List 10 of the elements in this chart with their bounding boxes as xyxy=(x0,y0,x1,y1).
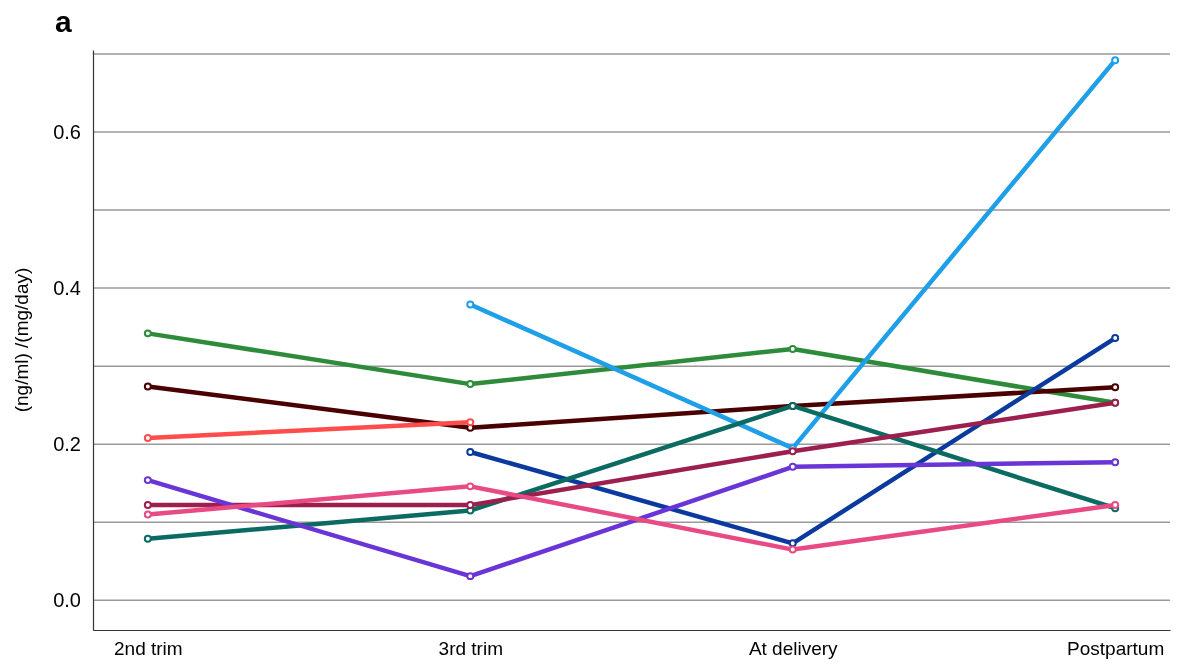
x-tick-label: At delivery xyxy=(748,638,839,660)
y-tick-label: 0.4 xyxy=(53,276,81,299)
x-tick-label: 2nd trim xyxy=(114,638,183,660)
y-tick-label: 0.0 xyxy=(53,589,81,612)
x-tick-label: 3rd trim xyxy=(438,638,503,660)
y-tick-label: 0.6 xyxy=(53,120,81,143)
chart-title: a xyxy=(55,5,72,38)
y-tick-label: 0.2 xyxy=(53,433,81,456)
y-axis-title: (ng/ml) /(mg/day) xyxy=(11,267,32,413)
x-tick-label: Postpartum xyxy=(1067,638,1165,660)
